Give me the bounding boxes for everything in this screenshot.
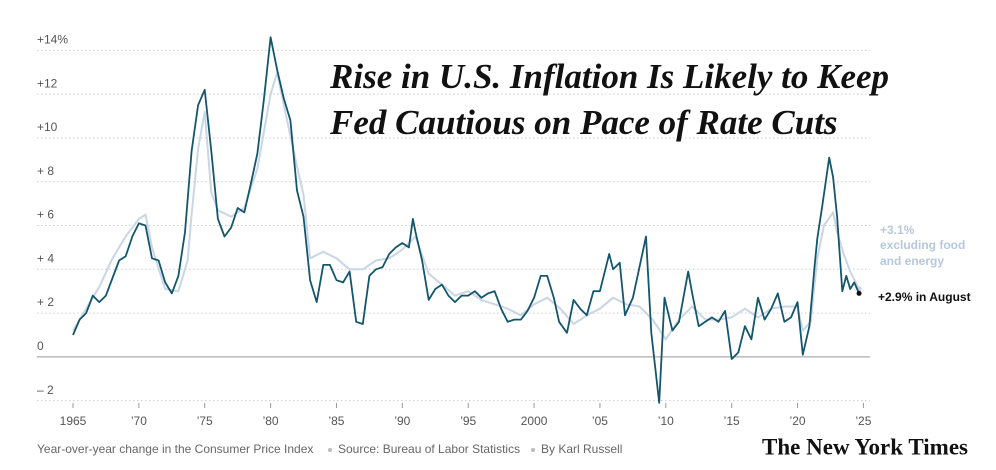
annotation: +3.1% [880,223,915,237]
lines [72,36,862,404]
footer-byline: By Karl Russell [541,442,622,456]
logo: The New York Times [762,434,968,459]
x-tick-label: ’70 [131,414,147,428]
x-tick-label: ’10 [658,414,674,428]
y-tick-label: + 6 [37,208,54,222]
y-tick-label: +10 [37,120,58,134]
x-tick-label: ’20 [790,414,806,428]
separator [531,448,535,452]
series-line [72,36,860,404]
footer-note: Year-over-year change in the Consumer Pr… [37,442,313,456]
separator [328,448,332,452]
y-tick-label: +14% [37,33,68,47]
x-tick-label: 1965 [60,414,87,428]
y-tick-label: + 4 [37,251,54,265]
x-tick-label: ’05 [592,414,608,428]
grid: +14% +12 +10 + 8 + 6 + 4 + 2 0 – 2 1965 ’70 ’75 ’80 ’… [37,33,872,428]
chart-title: Fed Cautious on Pace of Rate Cuts [329,103,838,142]
y-tick-label: 0 [37,339,44,353]
annotation: +2.9% in August [878,290,971,304]
chart-title: Rise in U.S. Inflation Is Likely to Keep [329,57,889,96]
x-tick-label: ’25 [855,414,871,428]
footer-source: Source: Bureau of Labor Statistics [338,442,520,456]
x-tick-label: ’90 [394,414,410,428]
x-tick-label: ’95 [460,414,476,428]
end-point [856,290,862,296]
y-tick-label: + 2 [37,295,54,309]
y-tick-label: +12 [37,76,58,90]
x-tick-label: ’15 [724,414,740,428]
x-tick-label: ’80 [263,414,279,428]
annotation: excluding food [880,238,965,252]
x-tick-label: 2000 [521,414,548,428]
y-tick-label: + 8 [37,164,54,178]
x-tick-label: ’85 [328,414,344,428]
x-tick-label: ’75 [197,414,213,428]
y-tick-label: – 2 [37,383,54,397]
annotation: and energy [880,254,944,268]
